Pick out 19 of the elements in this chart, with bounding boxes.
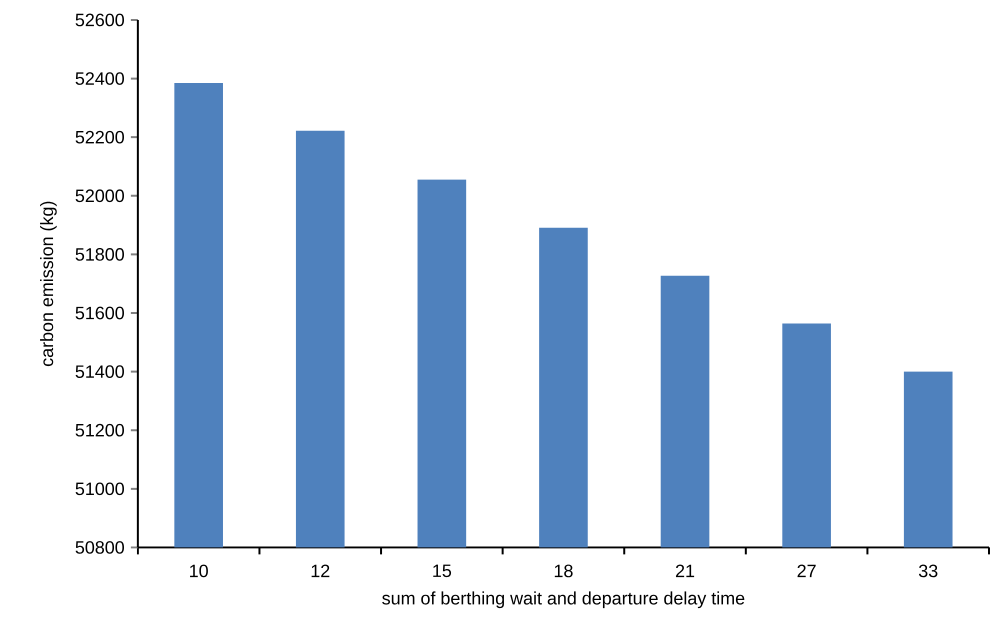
x-tick-label: 10 xyxy=(190,564,208,578)
y-tick-label: 52600 xyxy=(76,13,124,26)
y-tick-label: 51400 xyxy=(76,365,124,378)
y-tick-label: 52200 xyxy=(76,130,124,144)
y-tick-label: 50800 xyxy=(76,540,124,554)
y-tick-label: 52400 xyxy=(76,72,124,85)
x-tick-label: 18 xyxy=(554,564,573,578)
y-tick-label: 51200 xyxy=(76,424,124,436)
y-tick-label: 52000 xyxy=(76,189,124,202)
y-tick-label: 51000 xyxy=(76,482,124,495)
x-tick-label: 12 xyxy=(312,564,330,577)
x-tick-label: 15 xyxy=(433,564,452,577)
x-tick-label: 27 xyxy=(798,564,816,577)
y-axis-title: carbon emission (kg) xyxy=(40,202,57,366)
x-tick-label: 33 xyxy=(918,564,938,578)
x-tick-label: 21 xyxy=(676,564,694,577)
y-tick-label: 51600 xyxy=(76,306,124,320)
x-axis-title: sum of berthing wait and departure delay time xyxy=(382,591,744,608)
y-tick-label: 51800 xyxy=(76,248,124,261)
